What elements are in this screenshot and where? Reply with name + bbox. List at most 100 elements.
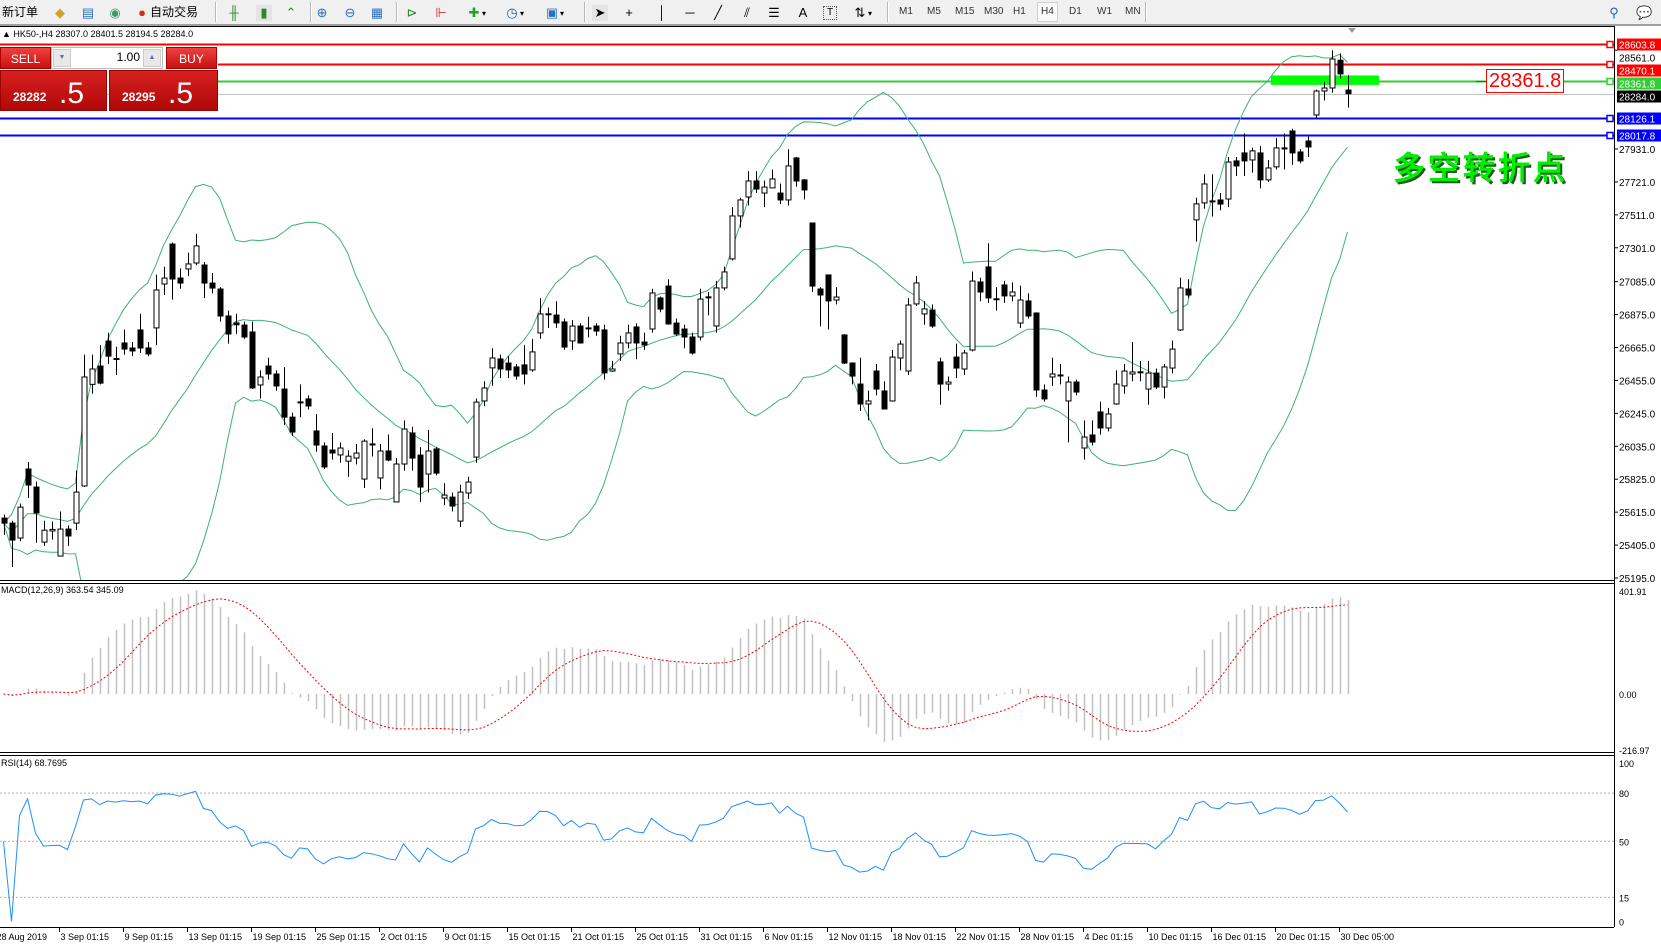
candle[interactable] [1161,363,1168,399]
candle[interactable] [889,349,896,402]
candle[interactable] [697,288,704,341]
candle[interactable] [1313,89,1320,119]
candle[interactable] [1337,53,1344,79]
new-order-button[interactable]: 新订单 [2,3,38,21]
candle[interactable] [465,476,472,499]
candle[interactable] [377,443,384,490]
market-watch-button[interactable]: ◆ [52,3,68,21]
candle[interactable] [321,442,328,470]
candle[interactable] [857,357,864,412]
line-handle[interactable] [1606,131,1614,140]
candle[interactable] [401,420,408,471]
timeframe-mn[interactable]: MN [1125,6,1141,17]
line-chart-button[interactable]: ⌃ [283,3,299,21]
lot-increase-button[interactable]: ▲ [143,49,161,67]
candle[interactable] [1089,420,1096,446]
candle[interactable] [185,252,192,277]
candle[interactable] [553,301,560,328]
candle[interactable] [977,277,984,302]
auto-trading-button[interactable]: ● 自动交易 [134,3,198,21]
vertical-line-button[interactable]: │ [654,3,670,21]
candle[interactable] [313,414,320,452]
candle[interactable] [1041,384,1048,402]
candle[interactable] [1241,133,1248,176]
candle[interactable] [385,434,392,462]
candle[interactable] [353,443,360,465]
cursor-button[interactable]: ➤ [592,3,608,21]
candle[interactable] [1113,370,1120,405]
candle[interactable] [113,346,120,375]
green-zone-rectangle[interactable] [1271,75,1379,85]
candle[interactable] [689,332,696,355]
candle[interactable] [769,169,776,189]
sell-price-box[interactable]: 28282 .5 [0,70,107,111]
candle[interactable] [433,447,440,476]
candle[interactable] [1001,280,1008,303]
line-handle[interactable] [1606,40,1614,49]
candle[interactable] [865,390,872,421]
candle[interactable] [449,492,456,512]
candle[interactable] [1233,156,1240,176]
candle[interactable] [81,354,88,488]
text-label-button[interactable]: T [823,3,837,21]
line-handle[interactable] [1606,77,1614,86]
candle[interactable] [777,183,784,205]
candle[interactable] [1217,193,1224,211]
candle[interactable] [1,514,8,535]
candle[interactable] [97,345,104,385]
candle[interactable] [617,335,624,361]
candle[interactable] [793,156,800,187]
candle[interactable] [521,345,528,385]
candle[interactable] [561,318,568,350]
candle[interactable] [505,356,512,379]
candle[interactable] [849,362,856,385]
candle[interactable] [25,461,32,499]
candle[interactable] [513,363,520,380]
candle[interactable] [1201,174,1208,209]
candle[interactable] [993,287,1000,311]
candle[interactable] [881,381,888,410]
candle[interactable] [929,304,936,328]
candle[interactable] [217,287,224,322]
candle[interactable] [705,291,712,316]
candle[interactable] [65,525,72,546]
candle[interactable] [393,458,400,503]
timeframe-m30[interactable]: M30 [984,6,1004,17]
candle[interactable] [641,332,648,350]
timeframe-m1[interactable]: M1 [899,6,913,17]
text-tool-button[interactable]: A [795,3,811,21]
candle[interactable] [801,178,808,200]
lot-decrease-button[interactable]: ▼ [53,49,71,67]
candle[interactable] [489,348,496,386]
candle[interactable] [1065,376,1072,443]
candle[interactable] [1129,342,1136,382]
candle[interactable] [177,268,184,289]
timeframe-m5[interactable]: M5 [927,6,941,17]
candle[interactable] [609,360,616,372]
candle[interactable] [961,349,968,375]
chart-shift-button[interactable]: ⊩ [433,3,449,21]
candle[interactable] [657,296,664,313]
candle[interactable] [1105,407,1112,432]
candle[interactable] [289,412,296,437]
candle[interactable] [1177,277,1184,332]
candle[interactable] [249,321,256,390]
candle[interactable] [1081,420,1088,460]
candle[interactable] [633,323,640,360]
candle[interactable] [1297,149,1304,164]
candle[interactable] [1025,293,1032,319]
candle[interactable] [281,367,288,426]
timeframe-d1[interactable]: D1 [1069,6,1082,17]
candle[interactable] [457,484,464,528]
candle[interactable] [1185,279,1192,299]
arrows-button[interactable]: ⇅ ▾ [852,3,872,21]
candle[interactable] [473,398,480,463]
candle[interactable] [945,376,952,391]
candle[interactable] [1137,360,1144,382]
candle[interactable] [161,266,168,295]
candle[interactable] [1273,138,1280,170]
candle[interactable] [1145,360,1152,405]
candle[interactable] [169,242,176,300]
candle[interactable] [665,279,672,325]
candle[interactable] [985,243,992,303]
